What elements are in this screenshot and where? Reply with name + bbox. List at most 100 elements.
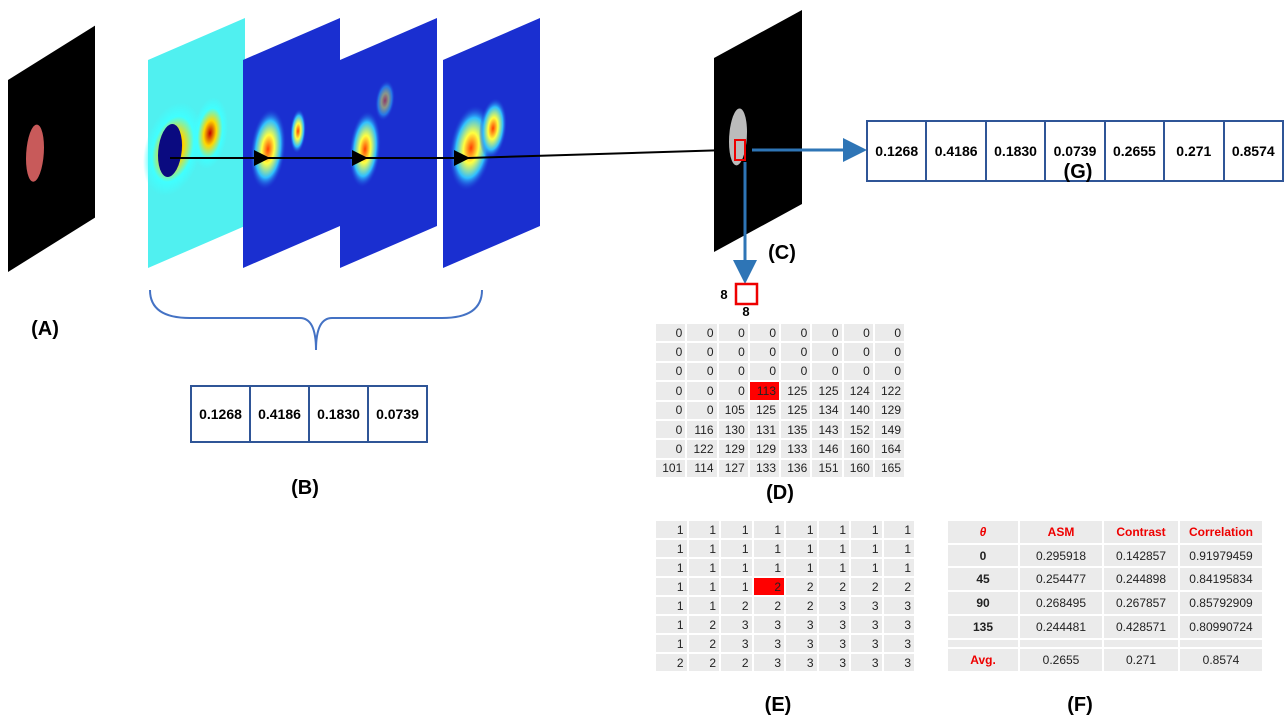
matrix-cell: 113	[749, 381, 780, 400]
matrix-cell: 3	[883, 634, 916, 653]
matrix-cell: 152	[843, 420, 874, 439]
matrix-cell: 3	[720, 615, 753, 634]
table-cell: 0.80990724	[1179, 615, 1263, 639]
table-cell: 0.244898	[1103, 567, 1179, 591]
matrix-cell: 0	[811, 342, 842, 361]
table-cell: 0.254477	[1019, 567, 1103, 591]
matrix-cell: 0	[811, 323, 842, 342]
matrix-cell: 3	[850, 596, 883, 615]
matrix-cell: 0	[655, 342, 686, 361]
matrix-cell: 3	[883, 653, 916, 672]
patch-cols: 8	[742, 304, 749, 319]
matrix-cell: 1	[720, 577, 753, 596]
matrix-cell: 0	[780, 342, 811, 361]
matrix-cell: 3	[883, 596, 916, 615]
matrix-cell: 125	[780, 381, 811, 400]
matrix-cell: 129	[874, 401, 905, 420]
matrix-cell: 1	[818, 539, 851, 558]
matrix-cell: 151	[811, 459, 842, 478]
vector-cell: 0.0739	[369, 387, 426, 441]
matrix-cell: 1	[818, 558, 851, 577]
matrix-cell: 1	[883, 539, 916, 558]
matrix-cell: 3	[753, 634, 786, 653]
table-cell: 0.268495	[1019, 591, 1103, 615]
vector-cell: 0.2655	[1106, 122, 1165, 180]
vector-cell: 0.271	[1165, 122, 1224, 180]
matrix-cell: 129	[749, 439, 780, 458]
matrix-cell: 122	[874, 381, 905, 400]
page: 8 8 0.12680.41860.18300.0739 0.12680.418…	[0, 0, 1287, 718]
avg-cell: 0.8574	[1179, 648, 1263, 672]
matrix-cell: 125	[780, 401, 811, 420]
matrix-e: 1111111111111111111111111112222211222333…	[655, 520, 915, 672]
matrix-cell: 105	[718, 401, 749, 420]
matrix-cell: 143	[811, 420, 842, 439]
matrix-cell: 146	[811, 439, 842, 458]
matrix-cell: 125	[749, 401, 780, 420]
matrix-cell: 3	[883, 615, 916, 634]
empty-cell	[1103, 639, 1179, 649]
empty-cell	[1179, 639, 1263, 649]
matrix-cell: 0	[718, 381, 749, 400]
matrix-cell: 130	[718, 420, 749, 439]
table-cell: 0.295918	[1019, 544, 1103, 568]
matrix-cell: 1	[785, 558, 818, 577]
matrix-cell: 3	[818, 596, 851, 615]
matrix-cell: 0	[749, 342, 780, 361]
table-cell: 0.428571	[1103, 615, 1179, 639]
matrix-cell: 1	[818, 520, 851, 539]
table-cell: 0.244481	[1019, 615, 1103, 639]
matrix-cell: 135	[780, 420, 811, 439]
matrix-cell: 0	[874, 323, 905, 342]
empty-cell	[1019, 639, 1103, 649]
matrix-cell: 0	[718, 323, 749, 342]
matrix-cell: 3	[720, 634, 753, 653]
matrix-cell: 160	[843, 439, 874, 458]
matrix-cell: 1	[688, 596, 721, 615]
table-cell: 45	[947, 567, 1019, 591]
matrix-cell: 2	[720, 653, 753, 672]
matrix-cell: 101	[655, 459, 686, 478]
matrix-cell: 1	[850, 558, 883, 577]
matrix-cell: 0	[655, 381, 686, 400]
feature-map	[143, 18, 245, 270]
matrix-cell: 2	[688, 615, 721, 634]
matrix-cell: 1	[655, 634, 688, 653]
label: (A)	[31, 318, 59, 341]
label: (F)	[1067, 694, 1093, 717]
avg-cell: 0.271	[1103, 648, 1179, 672]
matrix-cell: 1	[850, 539, 883, 558]
matrix-cell: 0	[686, 381, 717, 400]
matrix-cell: 124	[843, 381, 874, 400]
matrix-cell: 149	[874, 420, 905, 439]
matrix-cell: 129	[718, 439, 749, 458]
table-cell: 0.91979459	[1179, 544, 1263, 568]
avg-cell: Avg.	[947, 648, 1019, 672]
matrix-cell: 0	[686, 401, 717, 420]
matrix-cell: 3	[818, 634, 851, 653]
matrix-cell: 3	[850, 634, 883, 653]
table-cell: 135	[947, 615, 1019, 639]
matrix-cell: 1	[655, 558, 688, 577]
matrix-cell: 127	[718, 459, 749, 478]
matrix-cell: 1	[850, 520, 883, 539]
matrix-cell: 116	[686, 420, 717, 439]
feature-map	[443, 18, 540, 268]
matrix-cell: 0	[655, 439, 686, 458]
matrix-cell: 0	[780, 362, 811, 381]
matrix-cell: 0	[749, 323, 780, 342]
feature-map	[340, 18, 437, 268]
matrix-cell: 3	[785, 615, 818, 634]
matrix-cell: 134	[811, 401, 842, 420]
header-cell: θ	[947, 520, 1019, 544]
matrix-cell: 3	[753, 653, 786, 672]
matrix-cell: 122	[686, 439, 717, 458]
label: (E)	[765, 694, 792, 717]
matrix-cell: 140	[843, 401, 874, 420]
matrix-cell: 1	[655, 615, 688, 634]
matrix-cell: 0	[843, 362, 874, 381]
matrix-cell: 0	[655, 362, 686, 381]
matrix-cell: 1	[688, 558, 721, 577]
matrix-cell: 1	[688, 539, 721, 558]
matrix-cell: 0	[749, 362, 780, 381]
